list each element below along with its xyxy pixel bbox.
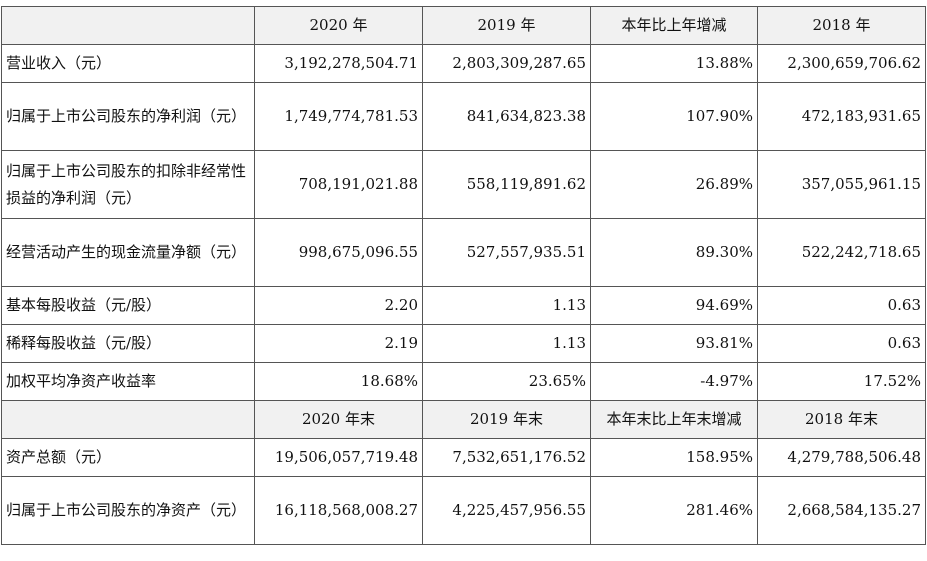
table-row: 资产总额（元） 19,506,057,719.48 7,532,651,176.… bbox=[1, 438, 926, 477]
value-cell: 281.46% bbox=[590, 476, 758, 545]
value-cell: 2,668,584,135.27 bbox=[757, 476, 926, 545]
value-cell: 527,557,935.51 bbox=[422, 218, 591, 287]
value-cell: -4.97% bbox=[590, 362, 758, 401]
value-cell: 23.65% bbox=[422, 362, 591, 401]
value-cell: 0.63 bbox=[757, 324, 926, 363]
value-cell: 4,279,788,506.48 bbox=[757, 438, 926, 477]
value-cell: 3,192,278,504.71 bbox=[254, 44, 423, 83]
value-cell: 93.81% bbox=[590, 324, 758, 363]
table-row: 加权平均净资产收益率 18.68% 23.65% -4.97% 17.52% bbox=[1, 362, 926, 401]
row-label: 经营活动产生的现金流量净额（元） bbox=[1, 218, 255, 287]
row-label: 营业收入（元） bbox=[1, 44, 255, 83]
value-cell: 13.88% bbox=[590, 44, 758, 83]
table-row: 归属于上市公司股东的净利润（元） 1,749,774,781.53 841,63… bbox=[1, 82, 926, 151]
row-label: 归属于上市公司股东的净利润（元） bbox=[1, 82, 255, 151]
header-cell: 2018 年末 bbox=[757, 400, 926, 439]
value-cell: 89.30% bbox=[590, 218, 758, 287]
table-header-row: 2020 年 2019 年 本年比上年增减 2018 年 bbox=[1, 6, 926, 45]
value-cell: 522,242,718.65 bbox=[757, 218, 926, 287]
header-cell: 2020 年 bbox=[254, 6, 423, 45]
row-label: 基本每股收益（元/股） bbox=[1, 286, 255, 325]
value-cell: 472,183,931.65 bbox=[757, 82, 926, 151]
row-label: 稀释每股收益（元/股） bbox=[1, 324, 255, 363]
header-cell: 本年末比上年末增减 bbox=[590, 400, 758, 439]
value-cell: 0.63 bbox=[757, 286, 926, 325]
value-cell: 7,532,651,176.52 bbox=[422, 438, 591, 477]
header-cell-empty bbox=[1, 400, 255, 439]
table-subheader-row: 2020 年末 2019 年末 本年末比上年末增减 2018 年末 bbox=[1, 400, 926, 439]
value-cell: 16,118,568,008.27 bbox=[254, 476, 423, 545]
value-cell: 158.95% bbox=[590, 438, 758, 477]
value-cell: 841,634,823.38 bbox=[422, 82, 591, 151]
value-cell: 26.89% bbox=[590, 150, 758, 219]
header-cell: 本年比上年增减 bbox=[590, 6, 758, 45]
value-cell: 107.90% bbox=[590, 82, 758, 151]
header-cell-empty bbox=[1, 6, 255, 45]
value-cell: 2.19 bbox=[254, 324, 423, 363]
table-row: 营业收入（元） 3,192,278,504.71 2,803,309,287.6… bbox=[1, 44, 926, 83]
row-label: 加权平均净资产收益率 bbox=[1, 362, 255, 401]
value-cell: 4,225,457,956.55 bbox=[422, 476, 591, 545]
row-label: 归属于上市公司股东的净资产（元） bbox=[1, 476, 255, 545]
value-cell: 19,506,057,719.48 bbox=[254, 438, 423, 477]
value-cell: 94.69% bbox=[590, 286, 758, 325]
value-cell: 1,749,774,781.53 bbox=[254, 82, 423, 151]
value-cell: 357,055,961.15 bbox=[757, 150, 926, 219]
table-row: 稀释每股收益（元/股） 2.19 1.13 93.81% 0.63 bbox=[1, 324, 926, 363]
header-cell: 2019 年 bbox=[422, 6, 591, 45]
value-cell: 2,803,309,287.65 bbox=[422, 44, 591, 83]
value-cell: 1.13 bbox=[422, 324, 591, 363]
value-cell: 708,191,021.88 bbox=[254, 150, 423, 219]
table-row: 经营活动产生的现金流量净额（元） 998,675,096.55 527,557,… bbox=[1, 218, 926, 287]
value-cell: 2,300,659,706.62 bbox=[757, 44, 926, 83]
value-cell: 558,119,891.62 bbox=[422, 150, 591, 219]
header-cell: 2018 年 bbox=[757, 6, 926, 45]
table-row: 归属于上市公司股东的净资产（元） 16,118,568,008.27 4,225… bbox=[1, 476, 926, 545]
table-row: 基本每股收益（元/股） 2.20 1.13 94.69% 0.63 bbox=[1, 286, 926, 325]
value-cell: 17.52% bbox=[757, 362, 926, 401]
value-cell: 2.20 bbox=[254, 286, 423, 325]
row-label: 归属于上市公司股东的扣除非经常性损益的净利润（元） bbox=[1, 150, 255, 219]
header-cell: 2020 年末 bbox=[254, 400, 423, 439]
header-cell: 2019 年末 bbox=[422, 400, 591, 439]
row-label: 资产总额（元） bbox=[1, 438, 255, 477]
value-cell: 998,675,096.55 bbox=[254, 218, 423, 287]
table-row: 归属于上市公司股东的扣除非经常性损益的净利润（元） 708,191,021.88… bbox=[1, 150, 926, 219]
financial-data-table: 2020 年 2019 年 本年比上年增减 2018 年 营业收入（元） 3,1… bbox=[1, 6, 926, 545]
value-cell: 18.68% bbox=[254, 362, 423, 401]
value-cell: 1.13 bbox=[422, 286, 591, 325]
